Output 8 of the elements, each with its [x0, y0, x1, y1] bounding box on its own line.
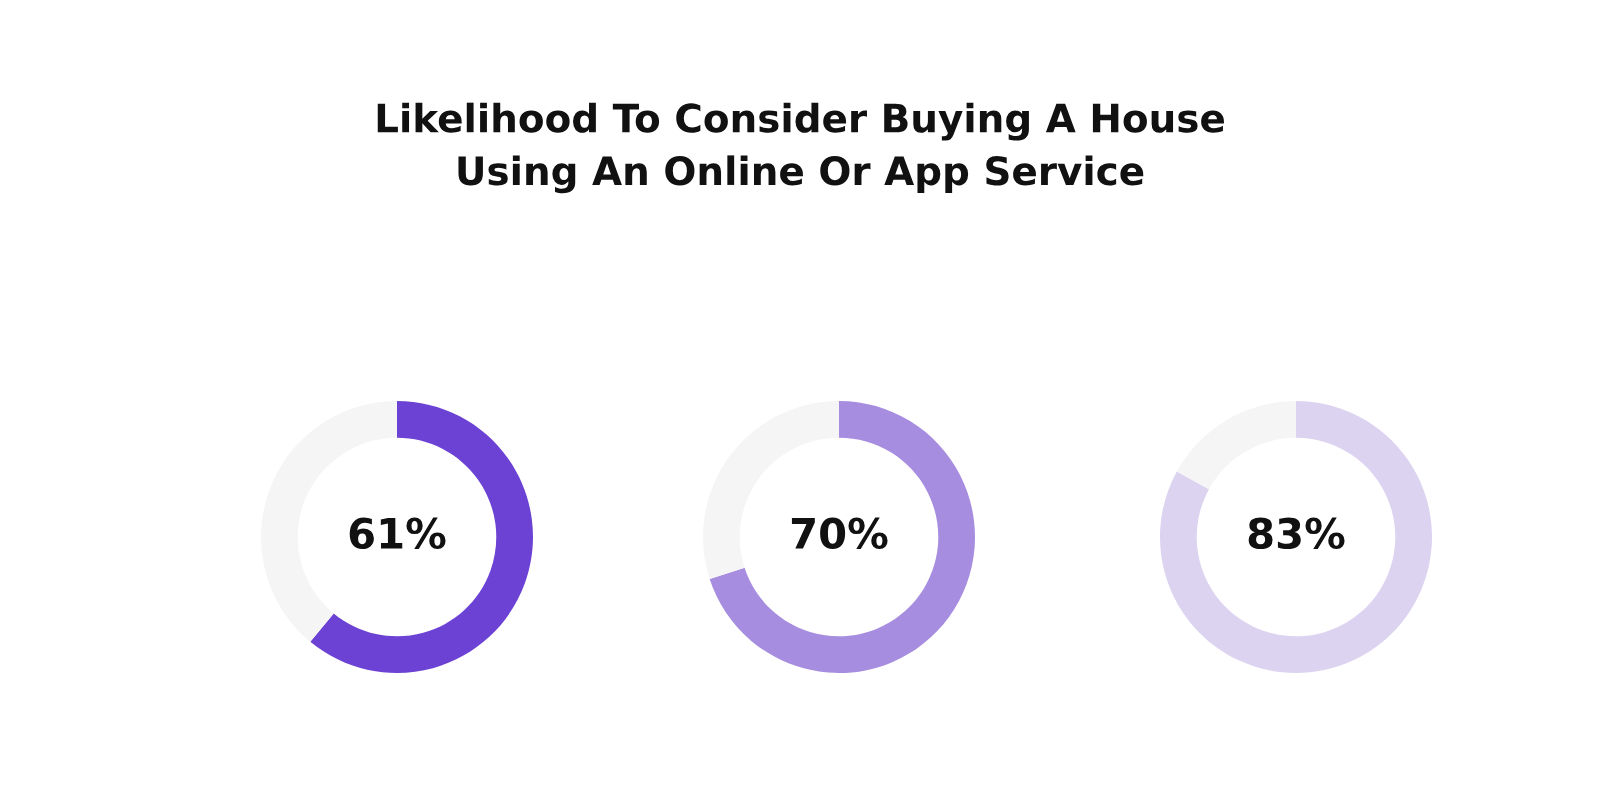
data-label: 83% [1248, 517, 1345, 550]
donut-slice [1176, 401, 1296, 490]
data-label: 70% [791, 517, 888, 550]
donut-slice [1160, 401, 1432, 673]
donut-slice [709, 401, 975, 673]
text: Likelihood To Consider Buying A House Using An Online Or App Service [377, 102, 1224, 194]
data-label: 61% [349, 517, 446, 550]
donut-slice [310, 401, 533, 673]
